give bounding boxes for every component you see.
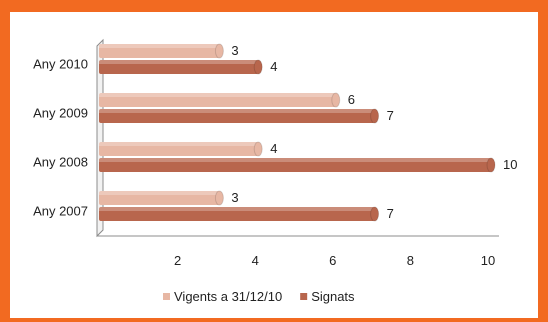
bar-vigents-2-face xyxy=(99,142,259,156)
x-tick-label-2: 6 xyxy=(329,253,336,268)
x-tick-label-0: 2 xyxy=(174,253,181,268)
bar-signats-0 xyxy=(99,59,263,75)
bar-signats-1-highlight xyxy=(99,109,375,113)
bar-signats-0-highlight xyxy=(99,60,259,64)
value-label-signats-2: 10 xyxy=(503,157,517,172)
value-label-signats-3: 7 xyxy=(387,206,394,221)
bar-vigents-3-cap xyxy=(214,190,224,206)
bar-vigents-2-highlight xyxy=(99,142,259,146)
bar-vigents-2 xyxy=(99,141,263,157)
bar-vigents-3-highlight xyxy=(99,191,220,195)
bar-vigents-2-cap xyxy=(253,141,263,157)
value-label-signats-1: 7 xyxy=(387,108,394,123)
bar-vigents-0-highlight xyxy=(99,44,220,48)
bar-signats-2-face xyxy=(99,158,491,172)
bar-vigents-1-cap xyxy=(331,92,341,108)
bar-signats-3 xyxy=(99,206,380,222)
category-label-0: Any 2010 xyxy=(33,57,88,72)
bar-signats-0-cap xyxy=(253,59,263,75)
bar-signats-3-face xyxy=(99,207,375,221)
chart-axes: 2 4 6 8 10 xyxy=(96,38,499,268)
x-tick-label-4: 10 xyxy=(481,253,495,268)
chart-labels: 3 4 Any 2010 6 7 Any 2009 4 10 Any 2008 3 7 Any 200… xyxy=(33,43,517,221)
bar-signats-1-cap xyxy=(370,108,380,124)
category-label-2: Any 2008 xyxy=(33,155,88,170)
x-tick-label-1: 4 xyxy=(252,253,259,268)
category-label-3: Any 2007 xyxy=(33,204,88,219)
value-label-signats-0: 4 xyxy=(270,59,277,74)
bar-signats-1-face xyxy=(99,109,375,123)
legend-label-1: Signats xyxy=(311,289,355,304)
bar-vigents-1-highlight xyxy=(99,93,336,97)
legend-swatch-0 xyxy=(163,293,170,300)
bar-vigents-3-face xyxy=(99,191,220,205)
x-tick-label-3: 8 xyxy=(407,253,414,268)
bar-signats-1 xyxy=(99,108,380,124)
bar-signats-2 xyxy=(99,157,496,173)
category-label-1: Any 2009 xyxy=(33,106,88,121)
bar-vigents-1-face xyxy=(99,93,336,107)
bar-signats-3-highlight xyxy=(99,207,375,211)
bar-signats-3-cap xyxy=(370,206,380,222)
legend-label-0: Vigents a 31/12/10 xyxy=(174,289,282,304)
bar-signats-0-face xyxy=(99,60,259,74)
bar-vigents-0-face xyxy=(99,44,220,58)
value-label-vigents-3: 3 xyxy=(231,190,238,205)
bar-signats-2-highlight xyxy=(99,158,491,162)
bar-vigents-0-cap xyxy=(214,43,224,59)
legend-swatch-1 xyxy=(300,293,308,300)
value-label-vigents-0: 3 xyxy=(231,43,238,58)
chart-legend: Vigents a 31/12/10 Signats xyxy=(163,289,355,304)
chart-bars xyxy=(99,43,496,222)
value-label-vigents-2: 4 xyxy=(270,141,277,156)
bar-vigents-3 xyxy=(99,190,224,206)
bar-vigents-0 xyxy=(99,43,224,59)
axis-wall xyxy=(96,38,104,238)
bar-vigents-1 xyxy=(99,92,341,108)
value-label-vigents-1: 6 xyxy=(348,92,355,107)
bar-signats-2-cap xyxy=(486,157,496,173)
